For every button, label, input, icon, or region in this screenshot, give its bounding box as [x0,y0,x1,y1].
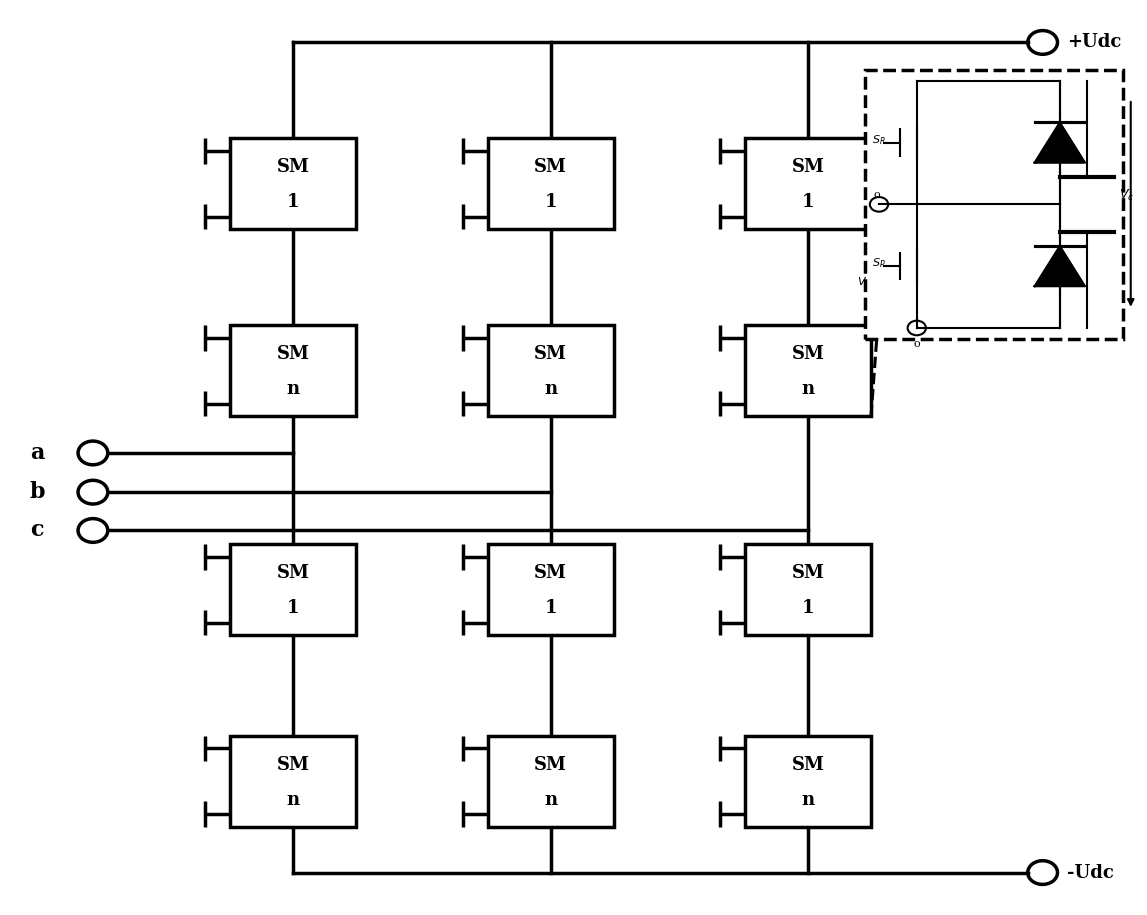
Text: 1: 1 [545,599,556,617]
Bar [487,544,614,635]
Text: n: n [802,791,814,809]
Text: n: n [802,380,814,398]
Text: SM: SM [535,565,567,582]
Text: c: c [30,520,44,542]
Bar [487,736,614,827]
Text: $V$: $V$ [857,274,867,286]
Text: n: n [544,791,557,809]
Text: SM: SM [791,756,825,774]
Polygon shape [1035,246,1085,286]
Text: 1: 1 [287,193,299,211]
Text: SM: SM [791,565,825,582]
Text: 1: 1 [802,193,814,211]
Text: SM: SM [276,565,310,582]
Bar [746,325,871,416]
Text: -Udc: -Udc [1067,864,1114,881]
Text: SM: SM [791,346,825,363]
Bar [487,138,614,230]
Text: SM: SM [276,346,310,363]
Text: SM: SM [276,756,310,774]
Bar [746,736,871,827]
Polygon shape [1035,123,1085,163]
Text: n: n [287,380,299,398]
Text: SM: SM [535,158,567,177]
Text: SM: SM [791,158,825,177]
Text: $S_R$: $S_R$ [872,133,885,146]
Bar [865,70,1123,339]
Text: n: n [287,791,299,809]
Text: $V_c$: $V_c$ [1119,188,1134,203]
Text: b: b [30,481,46,503]
Text: +Udc: +Udc [1067,34,1121,51]
Text: SM: SM [535,346,567,363]
Text: a: a [30,442,45,464]
Bar [231,325,356,416]
Text: 1: 1 [802,599,814,617]
Text: SM: SM [535,756,567,774]
Text: $S_P$: $S_P$ [872,256,885,270]
Bar [746,138,871,230]
Text: 1: 1 [545,193,556,211]
Text: 1: 1 [287,599,299,617]
Text: n: n [544,380,557,398]
Bar [487,325,614,416]
Text: SM: SM [276,158,310,177]
Bar [746,544,871,635]
Text: o: o [873,189,880,199]
Text: o: o [913,339,920,350]
Bar [231,544,356,635]
Bar [231,138,356,230]
Bar [231,736,356,827]
